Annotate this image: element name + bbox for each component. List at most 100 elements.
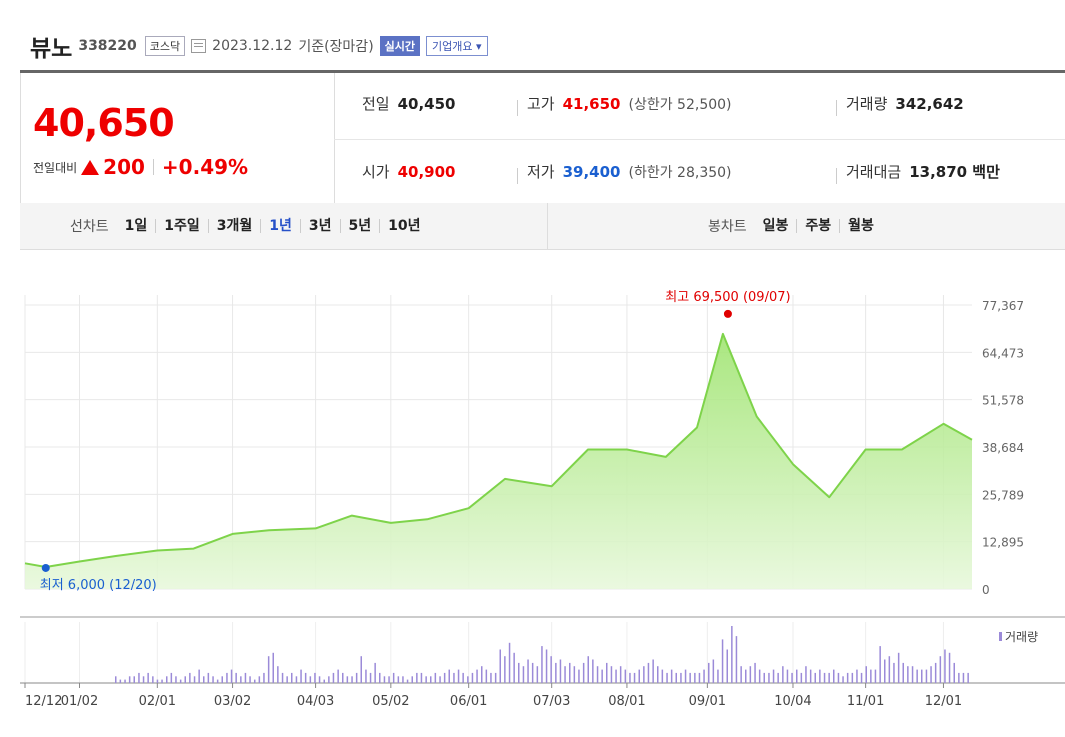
amount-label: 거래대금 — [846, 163, 902, 181]
volume-bar — [879, 646, 881, 683]
min-label: 최저 6,000 (12/20) — [40, 578, 157, 593]
y-tick-label: 25,789 — [982, 488, 1024, 502]
quote-panel: 40,650 전일대비 200 +0.49% 전일 40,450 고가 41,6… — [20, 70, 1065, 253]
max-label: 최고 69,500 (09/07) — [665, 290, 790, 305]
high-value: 41,650 — [562, 94, 621, 113]
volume-bar — [860, 672, 863, 683]
divider — [334, 139, 1065, 140]
open-cell: 시가 40,900 — [362, 161, 456, 182]
tab-1d[interactable]: 1일 — [124, 218, 148, 234]
volume-bar — [749, 666, 752, 683]
volume-bar — [925, 669, 928, 683]
volume-bar — [249, 676, 251, 683]
volume-bar — [814, 672, 816, 683]
volume-bar — [467, 676, 469, 683]
volume-bar — [902, 662, 904, 683]
tab-1y[interactable]: 1년 — [260, 219, 300, 233]
volume-bar — [374, 662, 376, 683]
stock-name: 뷰노 — [30, 36, 73, 62]
volume-bar — [763, 672, 765, 683]
open-value: 40,900 — [397, 162, 456, 181]
volume-bar — [115, 676, 117, 683]
volume-bar — [786, 669, 789, 683]
volume-bar — [212, 676, 214, 683]
volume-bar — [610, 666, 613, 683]
volume-bar — [694, 672, 696, 683]
volume-bar — [462, 672, 464, 683]
price-box: 40,650 전일대비 200 +0.49% — [20, 73, 335, 204]
volume-bar — [494, 672, 497, 683]
volume-bar — [443, 672, 446, 683]
volume-bar — [170, 672, 173, 683]
change-row: 전일대비 200 +0.49% — [33, 155, 248, 179]
volume-bar — [573, 666, 576, 683]
realtime-button[interactable]: 실시간 — [379, 36, 421, 56]
volume-bar — [541, 646, 543, 683]
volume-bar — [870, 669, 872, 683]
price-line — [24, 332, 973, 568]
volume-bar — [754, 662, 756, 683]
volume-value: 342,642 — [895, 94, 964, 113]
volume-bar — [430, 676, 432, 683]
volume-bar — [606, 662, 608, 683]
tab-10y[interactable]: 10년 — [379, 219, 428, 233]
volume-bar — [258, 676, 261, 683]
volume-bar — [263, 672, 265, 683]
volume-bar — [564, 666, 566, 683]
volume-bar — [179, 679, 182, 683]
volume-bar — [948, 652, 951, 683]
company-overview-button[interactable]: 기업개요 ▾ — [426, 36, 488, 56]
volume-bar — [189, 672, 191, 683]
change-amount: 200 — [103, 155, 145, 179]
volume-bar — [318, 676, 321, 683]
volume-bar — [624, 669, 627, 683]
volume-bar — [267, 656, 270, 683]
tab-3m[interactable]: 3개월 — [207, 219, 261, 233]
amount-cell: 거래대금 13,870 백만 — [846, 161, 1000, 182]
volume-bar — [490, 672, 492, 683]
calendar-icon — [191, 39, 207, 53]
lower-limit: (하한가 28,350) — [628, 164, 732, 181]
volume-bar — [300, 669, 302, 683]
volume-bar — [582, 662, 585, 683]
volume-bar — [657, 666, 659, 683]
divider — [547, 203, 548, 249]
volume-bar — [388, 676, 390, 683]
tab-daily[interactable]: 일봉 — [762, 218, 789, 234]
volume-bar — [360, 656, 362, 683]
volume-bar — [939, 656, 942, 683]
volume-bar — [675, 672, 677, 683]
volume-bar — [240, 676, 242, 683]
tab-monthly[interactable]: 월봉 — [839, 219, 882, 233]
volume-legend-label: 거래량 — [1005, 630, 1038, 644]
volume-bar — [332, 672, 335, 683]
volume-bar — [569, 662, 571, 683]
volume-bar — [439, 676, 441, 683]
volume-bar — [342, 672, 344, 683]
volume-bar — [805, 666, 807, 683]
volume-bar — [119, 679, 122, 683]
volume-bar — [768, 672, 770, 683]
price-area-fill — [25, 333, 972, 589]
volume-bar — [254, 679, 256, 683]
low-cell: 저가 39,400 (하한가 28,350) — [527, 161, 732, 182]
volume-bar — [740, 666, 742, 683]
x-tick-label: 06/01 — [450, 694, 487, 709]
tab-3y[interactable]: 3년 — [299, 219, 340, 233]
volume-bar — [666, 672, 668, 683]
volume-bar — [198, 669, 200, 683]
tab-5y[interactable]: 5년 — [339, 219, 380, 233]
volume-bar — [272, 652, 274, 683]
volume-bar — [680, 672, 682, 683]
tab-1w[interactable]: 1주일 — [155, 219, 208, 233]
volume-bar — [471, 672, 474, 683]
upper-limit: (상한가 52,500) — [628, 96, 732, 113]
volume-bar — [379, 672, 381, 683]
volume-bar — [944, 649, 946, 683]
line-chart-caption: 선차트 — [70, 219, 109, 235]
volume-bar — [698, 672, 701, 683]
tab-weekly[interactable]: 주봉 — [796, 219, 839, 233]
volume-bar — [355, 672, 358, 683]
x-tick-label: 08/01 — [608, 694, 645, 709]
quote-basis: 기준(장마감) — [298, 39, 374, 55]
